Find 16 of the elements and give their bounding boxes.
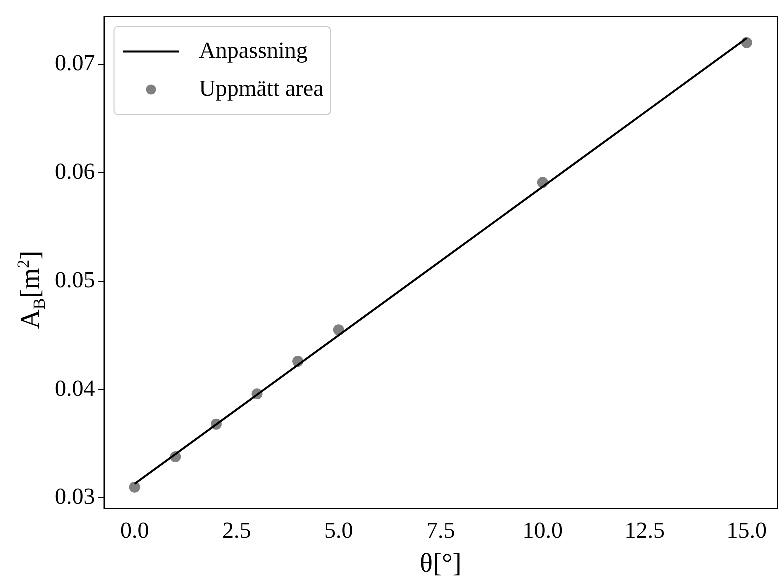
y-tick-label: 0.03 [55,484,96,510]
y-tick-label: 0.04 [55,376,96,401]
x-tick-label: 7.5 [426,518,456,543]
y-tick-label: 0.06 [55,158,96,184]
x-tick-label: 5.0 [324,518,354,543]
legend-label: Uppmätt area [199,76,324,101]
x-tick-label: 12.5 [624,518,666,543]
x-tick-label: 10.0 [522,518,564,543]
point [129,482,140,493]
x-tick-label: 0.0 [120,518,150,543]
y-tick-label: 0.05 [55,267,96,292]
x-tick-label: 2.5 [222,518,252,543]
legend-label: Anpassning [199,38,308,63]
y-tick-label: 0.07 [55,50,96,76]
x-axis-title: θ[°] [420,548,462,578]
x-tick-label: 15.0 [726,518,768,543]
